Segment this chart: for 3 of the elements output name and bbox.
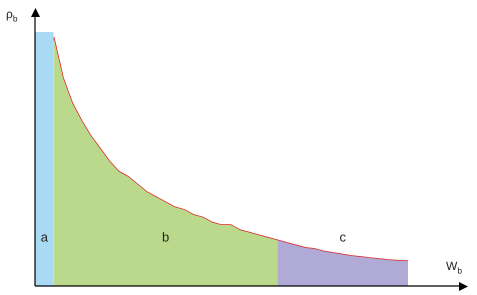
series-label: b bbox=[162, 230, 170, 245]
series-label: c bbox=[339, 230, 346, 245]
series-label: a bbox=[40, 230, 49, 245]
